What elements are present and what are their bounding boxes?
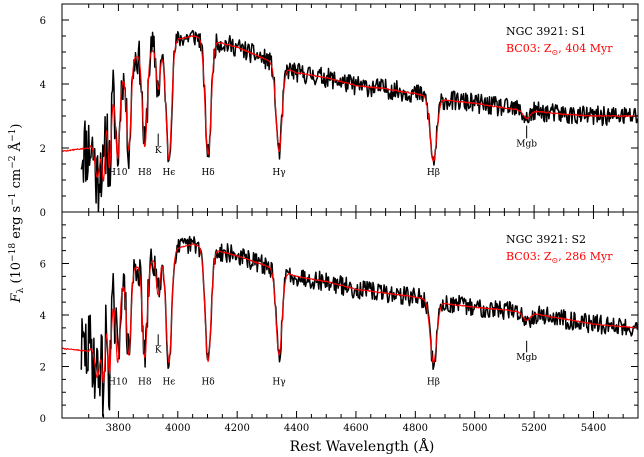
y-axis-label-close: ) (9, 124, 24, 129)
y-tick-label: 6 (40, 16, 46, 27)
x-tick-label: 4200 (224, 423, 249, 434)
y-axis-label-symbol: F (9, 292, 24, 303)
legend-model-label: BC03: Z⊙, 286 Myr (506, 250, 613, 265)
y-tick-label: 0 (40, 414, 46, 425)
y-axis-label-subscript: λ (16, 287, 26, 293)
legend-model-label: BC03: Z⊙, 404 Myr (506, 42, 613, 57)
x-tick-label: 5000 (462, 423, 487, 434)
y-tick-label: 2 (40, 144, 46, 155)
x-tick-label: 5400 (581, 423, 606, 434)
y-tick-label: 4 (40, 80, 46, 91)
y-axis-label-unit: erg s (9, 206, 24, 243)
y-axis-label-unit: cm (9, 169, 24, 193)
line-label: Hβ (427, 378, 440, 388)
y-axis-label-exp: −2 (8, 155, 18, 168)
y-tick-label: 6 (40, 260, 46, 271)
model-spectrum-line (62, 35, 638, 182)
x-tick-label: 3800 (106, 423, 131, 434)
line-label: Hδ (201, 378, 214, 388)
legend-object-label: NGC 3921: S1 (506, 25, 586, 38)
y-axis-label-text: (10 (9, 262, 24, 288)
line-label: Hγ (272, 168, 285, 178)
y-tick-label: 4 (40, 311, 46, 322)
series-group (62, 29, 638, 212)
y-axis-label: Fλ (10−18 erg s−1 cm−2 Å−1) (8, 124, 26, 304)
line-label: H10 (108, 378, 128, 388)
bottom-panel: 3800 4000 4200 4400 4600 4800 5000 5200 5400 0 2 4 6… (40, 211, 639, 434)
line-label: K (155, 345, 162, 355)
legend-model-suffix: , 404 Myr (558, 42, 613, 55)
observed-spectrum-line (80, 29, 638, 212)
line-label: K (155, 146, 162, 156)
legend-model-sub: ⊙ (552, 256, 559, 265)
legend-model-prefix: BC03: Z (506, 250, 552, 263)
x-axis-label: Rest Wavelength (Å) (290, 437, 435, 455)
line-label: Hγ (272, 378, 285, 388)
y-tick-label: 2 (40, 363, 46, 374)
legend-model-suffix: , 286 Myr (558, 250, 613, 263)
x-tick-label: 4600 (343, 423, 368, 434)
legend-object-label: NGC 3921: S2 (506, 233, 586, 246)
series-group (62, 235, 638, 418)
y-axis-label-exp: −18 (8, 243, 18, 262)
line-label: Mgb (516, 139, 537, 149)
line-label: H8 (138, 378, 152, 388)
line-label: Hδ (201, 168, 214, 178)
line-label: Hϵ (162, 378, 175, 388)
x-tick-label: 5200 (521, 423, 546, 434)
line-label: H8 (138, 168, 152, 178)
model-spectrum-line (62, 243, 638, 384)
x-tick-label: 4400 (284, 423, 309, 434)
line-label: Mgb (516, 353, 537, 363)
line-label: Hβ (427, 168, 440, 178)
legend-model-prefix: BC03: Z (506, 42, 552, 55)
top-panel: 0 2 4 6 H10 H8 Hϵ Hδ Hγ Hβ K Mgb NGC 3921: S1 BC03: Z… (40, 3, 639, 219)
y-tick-label: 0 (40, 208, 46, 219)
legend-model-sub: ⊙ (552, 48, 559, 57)
y-axis-label-exp: −1 (8, 192, 18, 205)
x-tick-label: 4800 (403, 423, 428, 434)
x-tick-label: 4000 (165, 423, 190, 434)
y-axis-label-exp: −1 (8, 129, 18, 142)
y-axis-label-unit: Å (8, 141, 24, 155)
line-label: H10 (108, 168, 128, 178)
line-label: Hϵ (162, 168, 175, 178)
